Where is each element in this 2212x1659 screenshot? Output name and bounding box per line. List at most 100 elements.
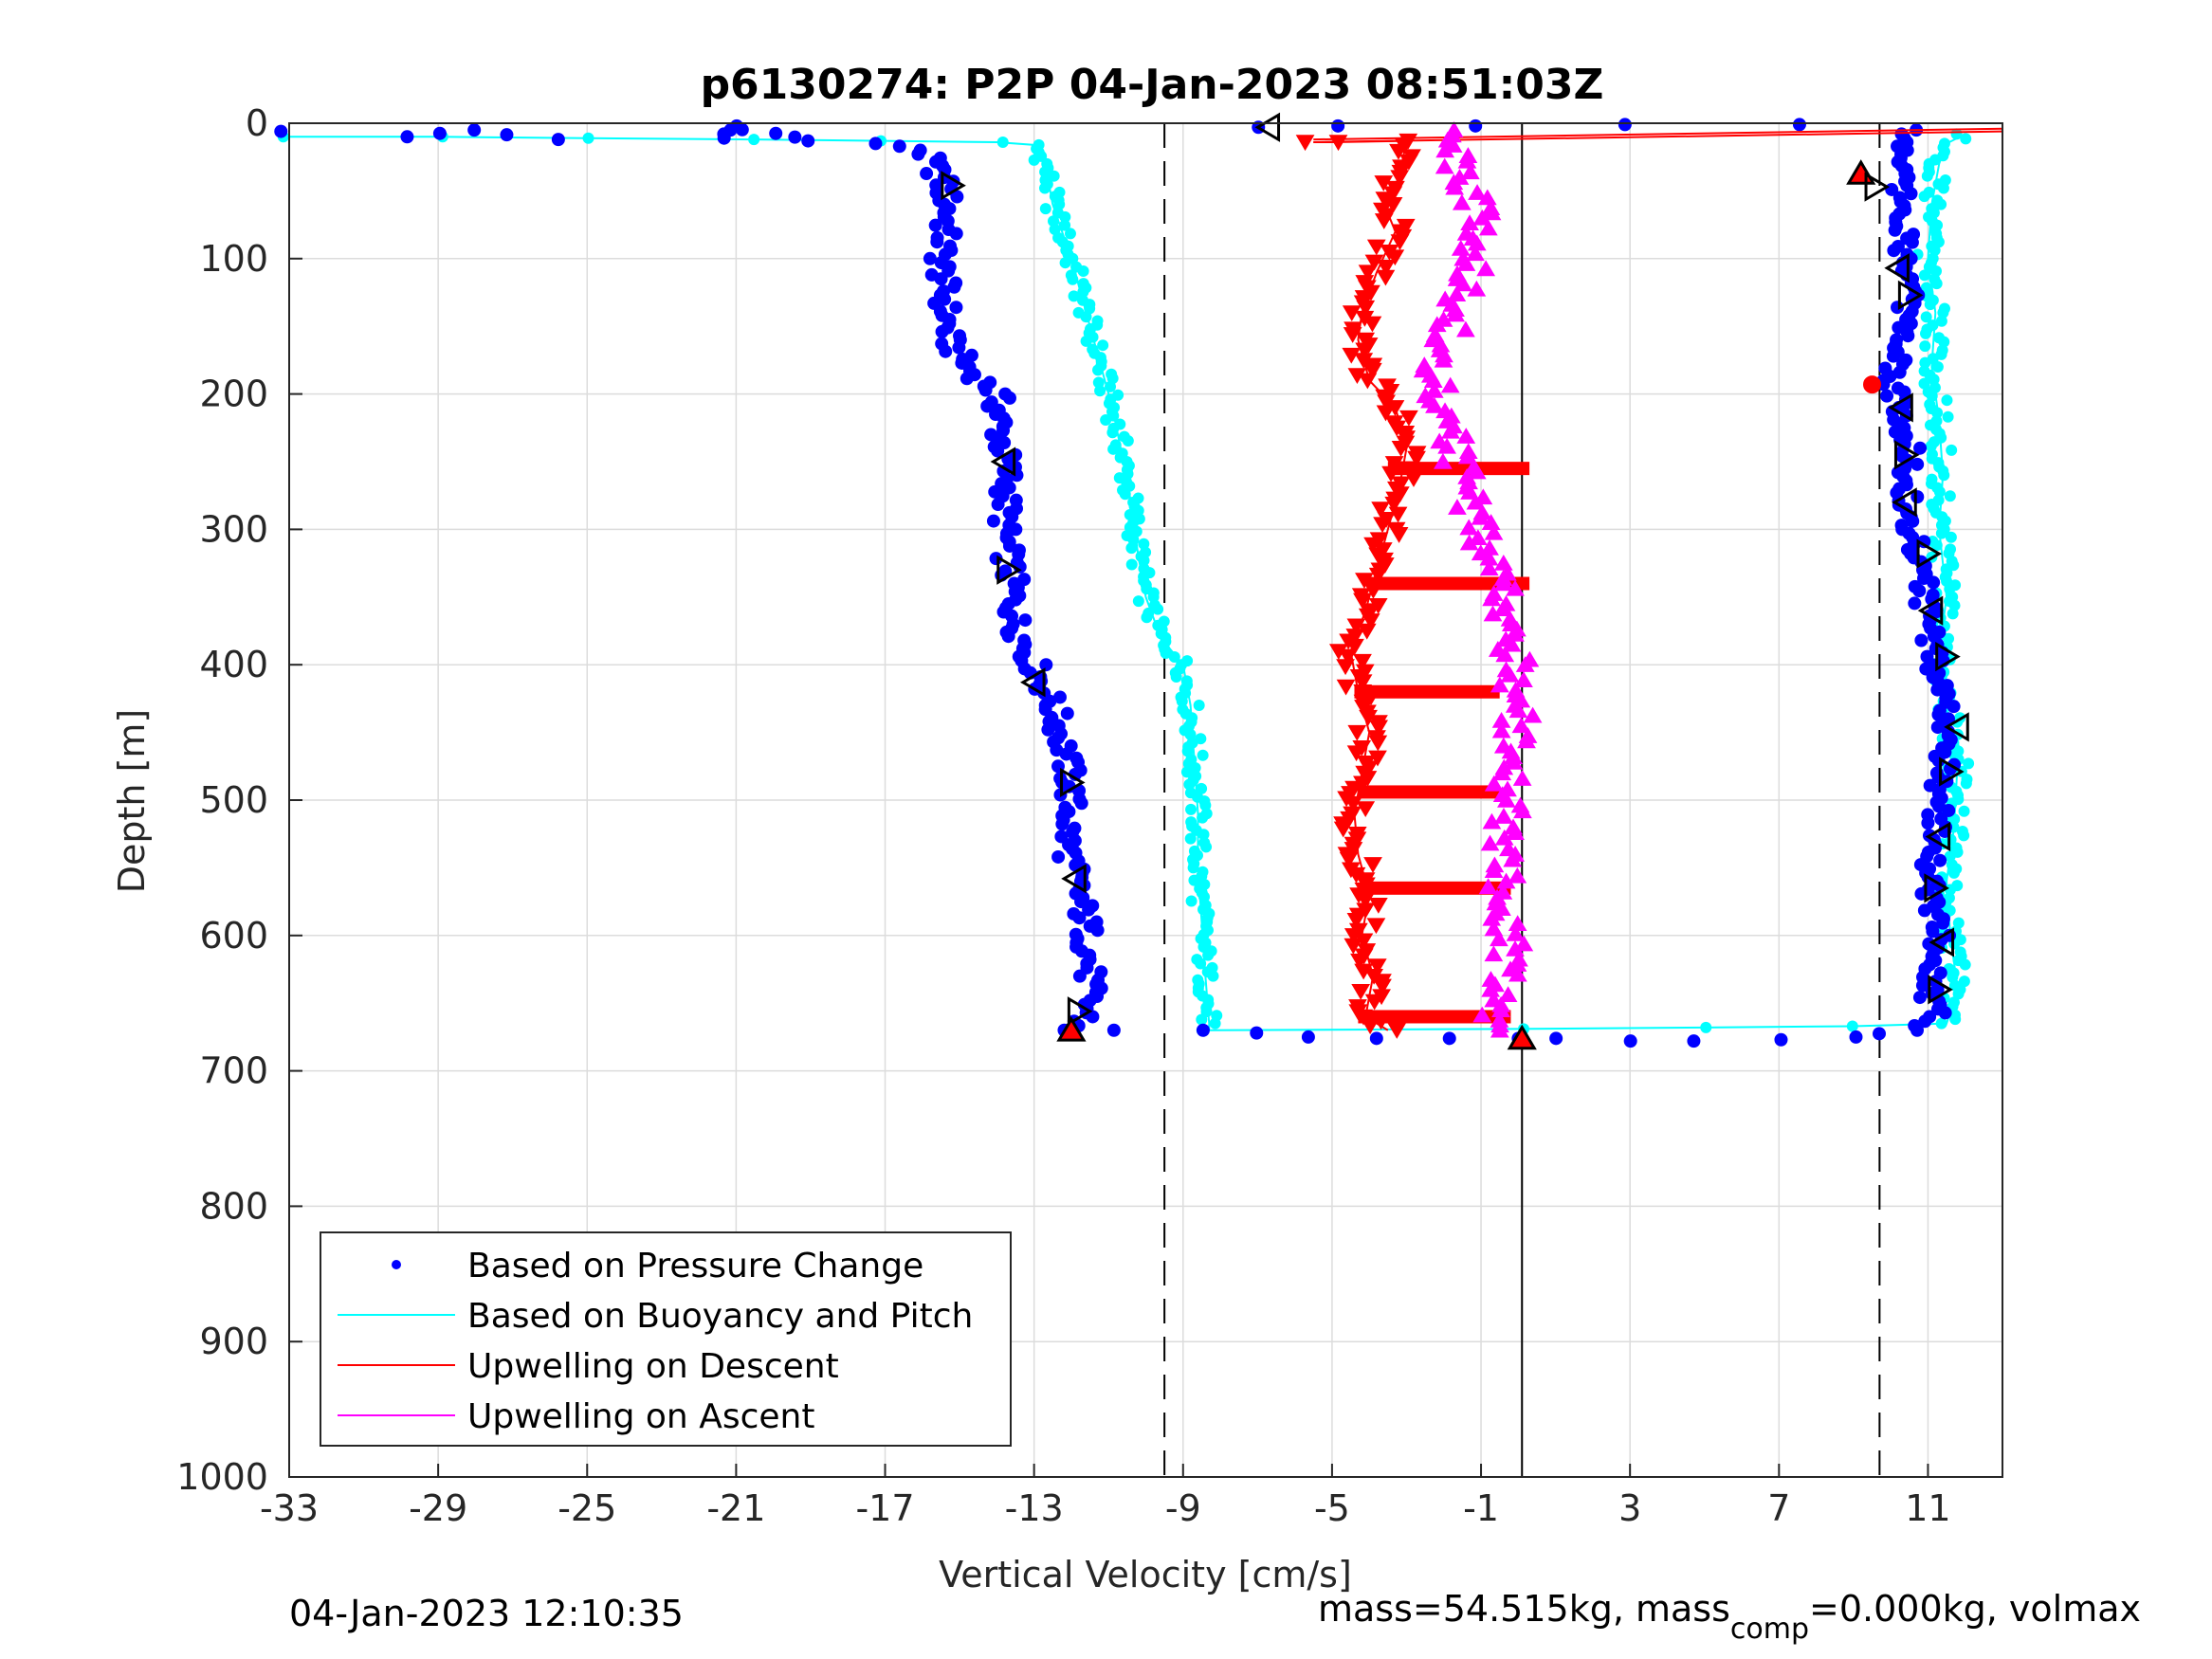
x-tick-label: -13 [1005, 1487, 1064, 1529]
data-point [1132, 504, 1144, 517]
data-point [1507, 1024, 1537, 1050]
data-point [1193, 700, 1205, 712]
data-point [1511, 717, 1531, 734]
y-tick-label: 800 [199, 1185, 268, 1227]
y-tick-label: 1000 [176, 1456, 268, 1498]
data-point [1496, 594, 1516, 611]
data-point [1459, 519, 1479, 536]
data-point [1368, 897, 1388, 914]
data-point [400, 130, 414, 144]
data-point [1097, 339, 1109, 352]
data-point [990, 447, 1016, 477]
data-point [1944, 490, 1956, 502]
x-tick-label: -25 [558, 1487, 616, 1529]
data-point [1458, 147, 1478, 163]
data-point [1493, 555, 1513, 571]
footer-timestamp: 04-Jan-2023 12:10:35 [289, 1593, 684, 1634]
data-point [1366, 239, 1386, 256]
x-tick-label: 11 [1905, 1487, 1950, 1529]
data-point [928, 218, 942, 232]
data-point [1623, 1034, 1637, 1048]
data-point [1376, 269, 1396, 286]
data-point [1687, 1034, 1701, 1048]
data-point [1338, 648, 1358, 665]
data-point [274, 124, 288, 138]
data-point [1082, 902, 1096, 917]
data-point [1484, 585, 1504, 601]
pressure-descent-points [274, 118, 1108, 1037]
data-point [1926, 588, 1940, 602]
data-point [1918, 269, 1930, 282]
data-point [1520, 650, 1540, 667]
data-point [1918, 377, 1930, 390]
data-point [1019, 667, 1046, 698]
x-axis-label: Vertical Velocity [cm/s] [939, 1554, 1352, 1595]
data-point [1072, 911, 1087, 925]
data-point [1369, 1031, 1383, 1046]
data-point [1425, 326, 1445, 342]
data-point [1951, 880, 1964, 892]
data-point [1884, 253, 1910, 283]
data-point [1342, 347, 1362, 364]
data-point [1353, 592, 1372, 610]
data-point [1514, 671, 1533, 687]
data-point [1028, 154, 1040, 166]
data-point [1933, 966, 1947, 980]
data-point [1195, 957, 1207, 970]
data-point [1491, 712, 1511, 728]
data-point [1509, 950, 1528, 967]
data-point [1484, 523, 1504, 540]
data-point [1469, 118, 1483, 133]
data-point [1048, 170, 1060, 182]
data-point [1496, 661, 1516, 678]
data-point [1933, 853, 1947, 867]
data-point [432, 126, 447, 140]
data-point [1122, 435, 1134, 447]
data-point [1196, 1013, 1208, 1026]
data-point [1514, 935, 1534, 952]
data-point [1197, 811, 1209, 824]
data-point [1510, 796, 1530, 813]
data-point [950, 190, 964, 204]
x-tick-label: -5 [1314, 1487, 1350, 1529]
data-point [1916, 538, 1943, 569]
data-point [1878, 361, 1892, 375]
data-point [1160, 647, 1172, 659]
data-point [1331, 118, 1345, 133]
x-tick-label: -1 [1463, 1487, 1499, 1529]
data-point [1086, 1010, 1100, 1024]
data-point [1917, 535, 1931, 549]
data-point [1355, 342, 1375, 359]
data-point [1358, 373, 1378, 390]
data-point [1941, 394, 1953, 407]
data-point [941, 171, 966, 201]
data-point [892, 139, 906, 154]
data-point [1061, 864, 1087, 894]
data-point [1923, 778, 1937, 793]
data-point [1919, 340, 1931, 353]
y-tick-label: 700 [199, 1050, 268, 1092]
data-point [1039, 182, 1051, 194]
data-point [1343, 327, 1362, 343]
data-point [1368, 567, 1388, 584]
data-point [1196, 1023, 1210, 1037]
data-point [1060, 767, 1086, 798]
data-point [1168, 651, 1180, 664]
data-point [1141, 611, 1153, 624]
plot-area [274, 112, 2003, 1050]
data-point [1185, 895, 1197, 907]
data-point [1092, 376, 1105, 389]
data-point [467, 123, 482, 137]
data-point [1209, 1017, 1221, 1030]
data-point [1873, 1027, 1887, 1041]
data-point [1774, 1032, 1788, 1047]
data-point [1180, 766, 1193, 778]
data-point [1064, 228, 1076, 240]
data-point [1890, 333, 1904, 347]
data-point [1094, 385, 1106, 397]
data-point [1923, 186, 1935, 198]
data-point [923, 251, 937, 265]
data-point [1132, 595, 1144, 608]
data-point [1356, 801, 1376, 818]
data-point [1917, 595, 1944, 626]
